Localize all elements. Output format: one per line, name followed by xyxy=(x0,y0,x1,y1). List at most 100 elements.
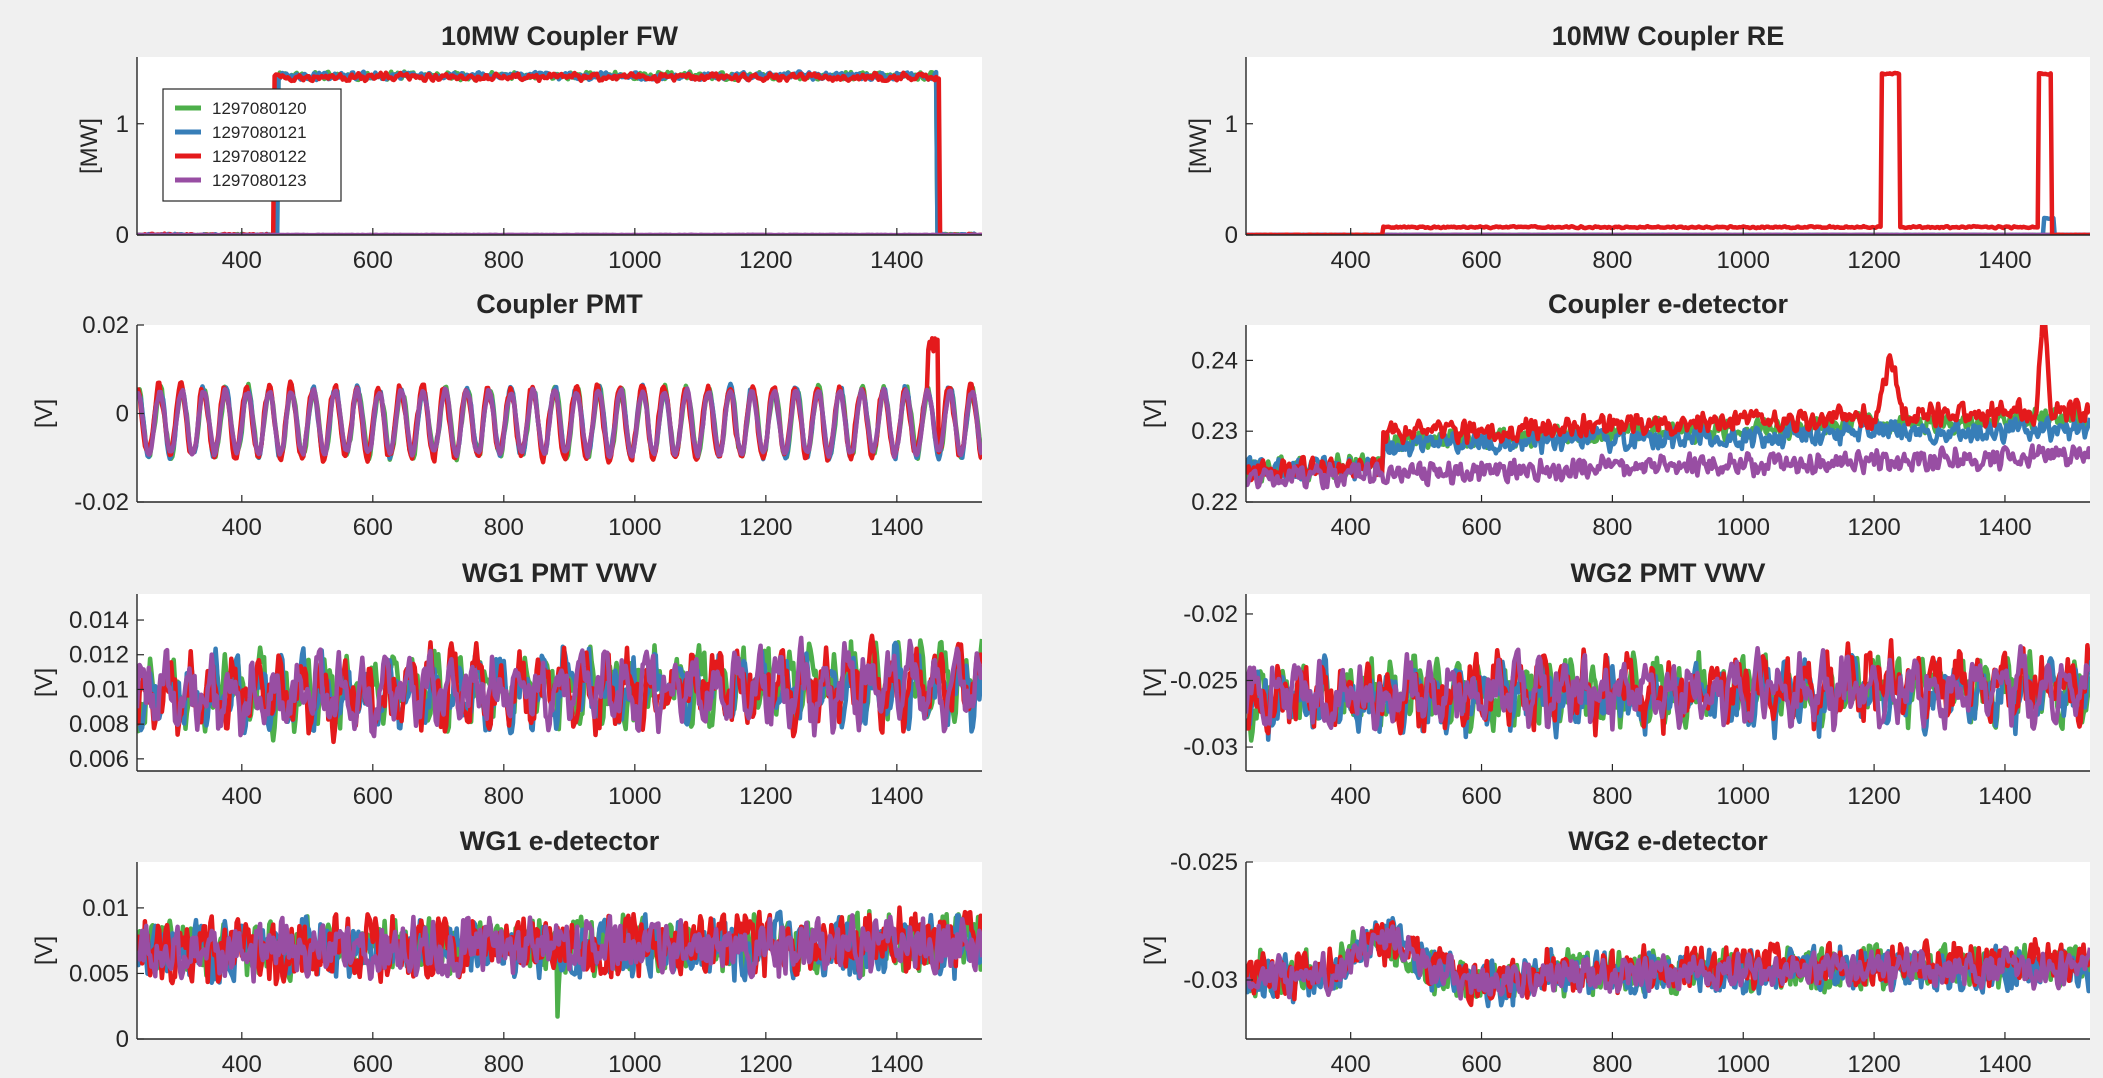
chart-title: 10MW Coupler FW xyxy=(441,21,679,51)
x-tick-label: 1000 xyxy=(608,783,661,810)
x-tick-label: 600 xyxy=(1462,1051,1502,1078)
panel-p5: 400 600 800 1000 1200 1400 0.006 0.008 0.01 0.012… xyxy=(31,558,982,810)
y-axis-label: [V] xyxy=(31,399,58,428)
chart-title: WG2 PMT VWV xyxy=(1571,558,1766,588)
y-tick-label: 1 xyxy=(116,111,129,138)
x-tick-label: 1200 xyxy=(739,247,792,274)
legend-entry-label: 1297080122 xyxy=(212,147,307,166)
y-tick-label: 0.02 xyxy=(82,312,129,339)
y-axis-label: [V] xyxy=(31,668,58,697)
x-tick-label: 1400 xyxy=(870,1051,923,1078)
x-tick-label: 1000 xyxy=(1717,247,1770,274)
series-line-1297080123 xyxy=(1246,924,2090,1001)
y-tick-label: -0.03 xyxy=(1183,734,1238,761)
y-tick-label: 0 xyxy=(116,401,129,428)
x-tick-label: 1200 xyxy=(1847,783,1900,810)
panel-p8: 400 600 800 1000 1200 1400 -0.03 -0.025 WG2 e-de… xyxy=(1140,826,2090,1078)
series-line-1297080122 xyxy=(1246,325,2090,483)
series-line-1297080122 xyxy=(137,905,982,987)
y-tick-label: 0.012 xyxy=(69,642,129,669)
series-group xyxy=(1246,916,2090,1009)
y-tick-label: 0.005 xyxy=(69,960,129,987)
x-tick-label: 1200 xyxy=(739,514,792,541)
x-tick-label: 1000 xyxy=(1717,514,1770,541)
y-tick-label: -0.02 xyxy=(74,489,129,516)
series-group xyxy=(1246,638,2090,743)
x-tick-label: 1000 xyxy=(1717,1051,1770,1078)
legend-entry-label: 1297080121 xyxy=(212,123,307,142)
x-tick-label: 1400 xyxy=(1978,247,2031,274)
series-group xyxy=(137,336,982,465)
x-tick-label: 1200 xyxy=(739,783,792,810)
chart-title: Coupler e-detector xyxy=(1548,289,1789,319)
x-tick-label: 400 xyxy=(222,783,262,810)
x-tick-label: 800 xyxy=(1592,783,1632,810)
y-axis-label: [V] xyxy=(1140,936,1167,965)
x-tick-label: 1400 xyxy=(1978,514,2031,541)
x-tick-label: 600 xyxy=(353,783,393,810)
chart-title: WG2 e-detector xyxy=(1568,826,1768,856)
y-tick-label: 0.24 xyxy=(1191,347,1238,374)
chart-title: Coupler PMT xyxy=(476,289,643,319)
x-tick-label: 1200 xyxy=(739,1051,792,1078)
series-line-1297080123 xyxy=(1246,644,2090,733)
x-tick-label: 1400 xyxy=(870,247,923,274)
x-tick-label: 1200 xyxy=(1847,247,1900,274)
y-tick-label: -0.03 xyxy=(1183,967,1238,994)
x-tick-label: 1400 xyxy=(1978,1051,2031,1078)
x-tick-label: 1400 xyxy=(1978,783,2031,810)
y-tick-label: -0.025 xyxy=(1170,849,1238,876)
y-axis-label: [V] xyxy=(1140,668,1167,697)
chart-title: WG1 e-detector xyxy=(460,826,660,856)
y-tick-label: -0.02 xyxy=(1183,601,1238,628)
series-group xyxy=(137,633,982,745)
y-tick-label: 0 xyxy=(116,222,129,249)
x-tick-label: 600 xyxy=(1462,783,1502,810)
x-tick-label: 400 xyxy=(222,247,262,274)
x-tick-label: 800 xyxy=(484,514,524,541)
y-tick-label: 0.23 xyxy=(1191,418,1238,445)
x-tick-label: 1200 xyxy=(1847,1051,1900,1078)
x-tick-label: 1400 xyxy=(870,783,923,810)
panel-p1: 400 600 800 1000 1200 1400 0 1 10MW Coupler FW [M… xyxy=(76,21,982,274)
series-line-1297080122 xyxy=(1246,70,2090,235)
x-tick-label: 600 xyxy=(1462,247,1502,274)
legend-entry-label: 1297080120 xyxy=(212,99,307,118)
x-tick-label: 400 xyxy=(222,514,262,541)
x-tick-label: 400 xyxy=(1331,1051,1371,1078)
x-tick-label: 1400 xyxy=(870,514,923,541)
series-line-1297080123 xyxy=(1246,443,2090,491)
x-tick-label: 600 xyxy=(353,1051,393,1078)
x-tick-label: 400 xyxy=(1331,247,1371,274)
series-line-1297080121 xyxy=(1246,414,2090,482)
x-tick-label: 800 xyxy=(484,783,524,810)
x-tick-label: 800 xyxy=(484,247,524,274)
legend-entry-label: 1297080123 xyxy=(212,171,307,190)
y-tick-label: 0.014 xyxy=(69,607,129,634)
x-tick-label: 800 xyxy=(484,1051,524,1078)
x-tick-label: 400 xyxy=(1331,514,1371,541)
panel-p3: 400 600 800 1000 1200 1400 -0.02 0 0.02 Coupler P… xyxy=(31,289,982,541)
x-tick-label: 1200 xyxy=(1847,514,1900,541)
y-tick-label: -0.025 xyxy=(1170,668,1238,695)
panel-p2: 400 600 800 1000 1200 1400 0 1 10MW Coupler RE [M… xyxy=(1185,21,2090,274)
x-tick-label: 600 xyxy=(353,247,393,274)
legend: 1297080120 1297080121 1297080122 1297080123 xyxy=(162,88,342,202)
y-tick-label: 1 xyxy=(1225,111,1238,138)
y-tick-label: 0.008 xyxy=(69,711,129,738)
x-tick-label: 600 xyxy=(1462,514,1502,541)
x-tick-label: 600 xyxy=(353,514,393,541)
y-tick-label: 0.01 xyxy=(82,895,129,922)
x-tick-label: 800 xyxy=(1592,514,1632,541)
x-tick-label: 400 xyxy=(1331,783,1371,810)
x-tick-label: 1000 xyxy=(608,247,661,274)
series-line-1297080122 xyxy=(137,70,982,235)
x-tick-label: 1000 xyxy=(1717,783,1770,810)
series-line-1297080123 xyxy=(137,913,982,984)
panel-p4: 400 600 800 1000 1200 1400 0.22 0.23 0.24 Coupler… xyxy=(1140,289,2090,541)
y-tick-label: 0.22 xyxy=(1191,489,1238,516)
y-axis-label: [V] xyxy=(1140,399,1167,428)
y-axis-label: [MW] xyxy=(76,118,103,174)
series-group xyxy=(137,905,982,1019)
